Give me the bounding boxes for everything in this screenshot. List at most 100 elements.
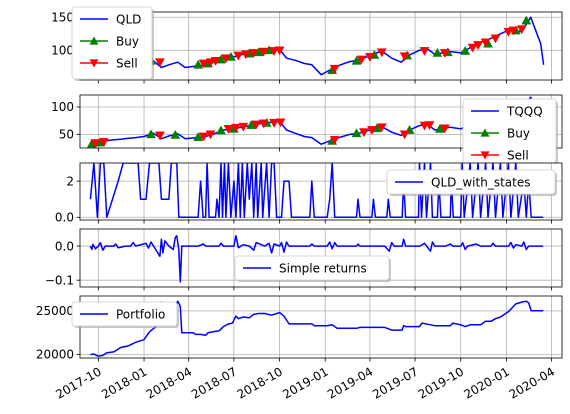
sell-marker	[364, 53, 375, 62]
axes-frame	[79, 162, 563, 221]
sell-marker	[439, 49, 450, 58]
x-tick-label: 2019-07	[370, 364, 420, 401]
buy-marker	[216, 125, 226, 135]
legend-marker	[89, 36, 99, 45]
sell-marker	[376, 123, 387, 133]
sell-marker	[233, 51, 244, 61]
sell-marker	[329, 64, 340, 74]
plot-area	[80, 12, 562, 80]
sell-marker	[198, 59, 209, 69]
buy-marker	[170, 129, 181, 139]
legend-box	[234, 255, 390, 281]
legend-returns: Simple returns	[234, 255, 391, 282]
sell-marker	[210, 57, 221, 66]
legend-states: QLD_with_states	[386, 169, 557, 196]
sell-marker	[480, 38, 491, 48]
x-tick-label: 2019-10	[416, 364, 466, 401]
legend-box	[71, 301, 178, 327]
legend-marker	[89, 59, 99, 68]
sell-marker	[490, 34, 501, 44]
sell-marker	[154, 131, 165, 141]
y-tick-label: 0.0	[55, 210, 74, 224]
sell-marker	[248, 49, 259, 58]
legend-label: Sell	[507, 148, 529, 162]
sell-marker	[359, 128, 369, 138]
grid	[80, 12, 562, 80]
sell-marker	[399, 130, 410, 140]
sell-marker	[275, 118, 286, 128]
x-tick-label: 2018-07	[189, 364, 239, 401]
series-line-simple returns	[89, 235, 544, 283]
buy-marker	[193, 59, 204, 69]
legend-price-tqqq: TQQQ Buy Sell	[462, 98, 558, 165]
y-tick-label: 50	[59, 128, 74, 142]
sell-marker	[274, 46, 285, 56]
y-tick-label: 100	[51, 43, 74, 57]
sell-marker	[258, 119, 269, 129]
sell-marker	[508, 26, 519, 36]
x-tick-label: 2018-01	[99, 364, 149, 401]
y-tick-label: 25000	[36, 304, 74, 318]
y-tick-label: 100	[51, 100, 74, 114]
sell-marker	[269, 119, 280, 128]
y-tick-label: 0.0	[55, 239, 74, 253]
sell-marker	[424, 121, 435, 131]
y-tick-label: 150	[51, 10, 74, 24]
sell-marker	[473, 41, 484, 51]
legend-label: Buy	[116, 34, 139, 48]
axes-frame	[79, 228, 563, 288]
legend-label: TQQQ	[506, 104, 543, 118]
legend-price-qld: QLD Buy Sell	[71, 6, 154, 81]
y-tick-label: −0.1	[45, 273, 74, 287]
y-tick-label: 20000	[36, 348, 74, 362]
buy-marker	[432, 47, 443, 57]
legend-label: Portfolio	[116, 307, 165, 321]
axes-frame	[79, 94, 563, 149]
sell-marker	[205, 130, 216, 140]
sell-marker	[439, 124, 450, 134]
legend-box	[386, 169, 556, 195]
legend-label: Sell	[116, 56, 138, 70]
legend-marker	[480, 151, 490, 160]
legend-label: QLD	[116, 12, 141, 26]
sell-marker	[376, 48, 387, 58]
sell-marker	[251, 120, 262, 130]
legend-label: QLD_with_states	[431, 175, 530, 189]
x-tick-label: 2019-04	[325, 364, 375, 401]
buy-marker	[193, 132, 204, 141]
x-tick-label: 2017-10	[53, 364, 103, 401]
x-tick-label: 2020-04	[507, 364, 557, 401]
buy-marker	[351, 55, 362, 65]
sell-marker	[238, 122, 249, 132]
x-tick-label: 2019-01	[280, 364, 330, 401]
sell-marker	[154, 58, 165, 68]
x-tick-label: 2020-01	[461, 364, 511, 401]
sell-marker	[329, 135, 340, 145]
sell-marker	[467, 43, 478, 53]
x-tick-label: 2018-10	[235, 364, 285, 401]
sell-marker	[198, 132, 209, 142]
sell-marker	[240, 50, 251, 60]
sell-marker	[419, 47, 430, 56]
sell-marker	[230, 123, 241, 133]
panel-price-qld: 100 150	[51, 10, 563, 84]
sell-marker	[90, 139, 101, 149]
y-tick-label: 2	[66, 174, 74, 188]
sell-marker	[98, 138, 109, 148]
sell-marker	[223, 125, 234, 134]
buy-marker	[351, 128, 362, 138]
buy-marker	[521, 15, 532, 25]
buy-marker	[460, 45, 471, 55]
sell-marker	[221, 54, 231, 64]
legend-label: Buy	[507, 126, 530, 140]
sell-marker	[258, 47, 269, 57]
x-axis-labels: 2017-102018-012018-042018-072018-102019-…	[53, 364, 557, 401]
legend-label: Simple returns	[279, 261, 367, 275]
buy-marker	[146, 129, 156, 139]
legend-portfolio: Portfolio	[71, 301, 179, 328]
sell-marker	[356, 55, 367, 65]
sell-marker	[399, 52, 410, 62]
sell-marker	[366, 126, 377, 135]
x-tick-label: 2018-04	[144, 364, 194, 401]
